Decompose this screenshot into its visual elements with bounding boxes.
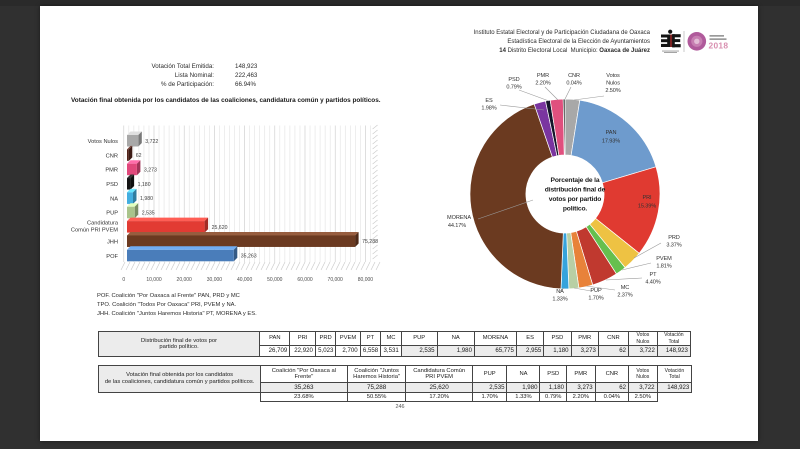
svg-text:PUP: PUP xyxy=(106,211,118,217)
svg-text:NA: NA xyxy=(556,289,564,295)
svg-text:político.: político. xyxy=(563,206,588,213)
svg-text:2.20%: 2.20% xyxy=(535,81,550,87)
svg-text:PUP: PUP xyxy=(590,288,602,294)
svg-text:ES: ES xyxy=(485,98,493,104)
svg-text:CNR: CNR xyxy=(106,153,118,159)
svg-text:1.70%: 1.70% xyxy=(588,296,603,302)
svg-text:Votos Nulos: Votos Nulos xyxy=(88,139,119,145)
svg-text:MC: MC xyxy=(621,285,630,291)
svg-text:votos por partido: votos por partido xyxy=(549,196,602,203)
svg-text:PAN: PAN xyxy=(606,130,617,136)
svg-text:CNR: CNR xyxy=(568,73,580,79)
svg-text:PT: PT xyxy=(650,272,658,278)
svg-text:3,273: 3,273 xyxy=(144,167,157,173)
svg-text:1.33%: 1.33% xyxy=(552,297,567,303)
svg-text:3.37%: 3.37% xyxy=(666,243,681,249)
svg-text:60,000: 60,000 xyxy=(297,277,313,283)
svg-text:Porcentaje de la: Porcentaje de la xyxy=(551,177,600,184)
svg-text:1,180: 1,180 xyxy=(138,182,151,188)
svg-text:35,263: 35,263 xyxy=(241,254,257,260)
svg-text:15.39%: 15.39% xyxy=(638,204,656,210)
svg-text:10,000: 10,000 xyxy=(146,277,162,283)
svg-text:Candidatura: Candidatura xyxy=(87,221,119,227)
svg-text:0: 0 xyxy=(122,277,125,283)
svg-text:1,980: 1,980 xyxy=(140,196,153,202)
svg-text:80,000: 80,000 xyxy=(358,277,374,283)
svg-text:1.81%: 1.81% xyxy=(656,264,671,270)
svg-text:0.04%: 0.04% xyxy=(566,81,581,87)
svg-text:1.98%: 1.98% xyxy=(481,106,496,112)
svg-text:2.37%: 2.37% xyxy=(617,293,632,299)
svg-text:25,620: 25,620 xyxy=(212,225,228,231)
svg-text:0.79%: 0.79% xyxy=(506,85,521,91)
svg-text:PRD: PRD xyxy=(668,235,680,241)
svg-text:Común PRI PVEM: Común PRI PVEM xyxy=(71,228,118,234)
svg-text:distribución final de: distribución final de xyxy=(545,187,606,194)
svg-text:2.50%: 2.50% xyxy=(605,88,620,94)
svg-text:30,000: 30,000 xyxy=(207,277,223,283)
svg-text:POF: POF xyxy=(106,254,118,260)
svg-text:PMR: PMR xyxy=(105,168,118,174)
svg-text:3,722: 3,722 xyxy=(145,139,158,145)
svg-text:20,000: 20,000 xyxy=(177,277,193,283)
svg-text:Nulos: Nulos xyxy=(606,81,620,87)
svg-text:Votos: Votos xyxy=(606,73,620,79)
svg-text:PMR: PMR xyxy=(537,73,549,79)
svg-text:44.17%: 44.17% xyxy=(448,223,466,229)
svg-text:75,288: 75,288 xyxy=(362,239,378,245)
svg-text:MORENA: MORENA xyxy=(447,215,471,221)
svg-text:PVEM: PVEM xyxy=(656,256,672,262)
svg-text:70,000: 70,000 xyxy=(328,277,344,283)
svg-text:62: 62 xyxy=(136,153,142,159)
svg-text:2,535: 2,535 xyxy=(142,211,155,217)
svg-text:JHH: JHH xyxy=(107,239,118,245)
svg-text:40,000: 40,000 xyxy=(237,277,253,283)
svg-text:50,000: 50,000 xyxy=(267,277,283,283)
svg-text:PSD: PSD xyxy=(508,77,519,83)
svg-text:4.40%: 4.40% xyxy=(645,280,660,286)
svg-text:PSD: PSD xyxy=(106,182,118,188)
svg-text:PRI: PRI xyxy=(642,195,652,201)
svg-text:2018: 2018 xyxy=(709,41,729,51)
svg-text:NA: NA xyxy=(110,196,118,202)
svg-text:17.93%: 17.93% xyxy=(602,139,620,145)
